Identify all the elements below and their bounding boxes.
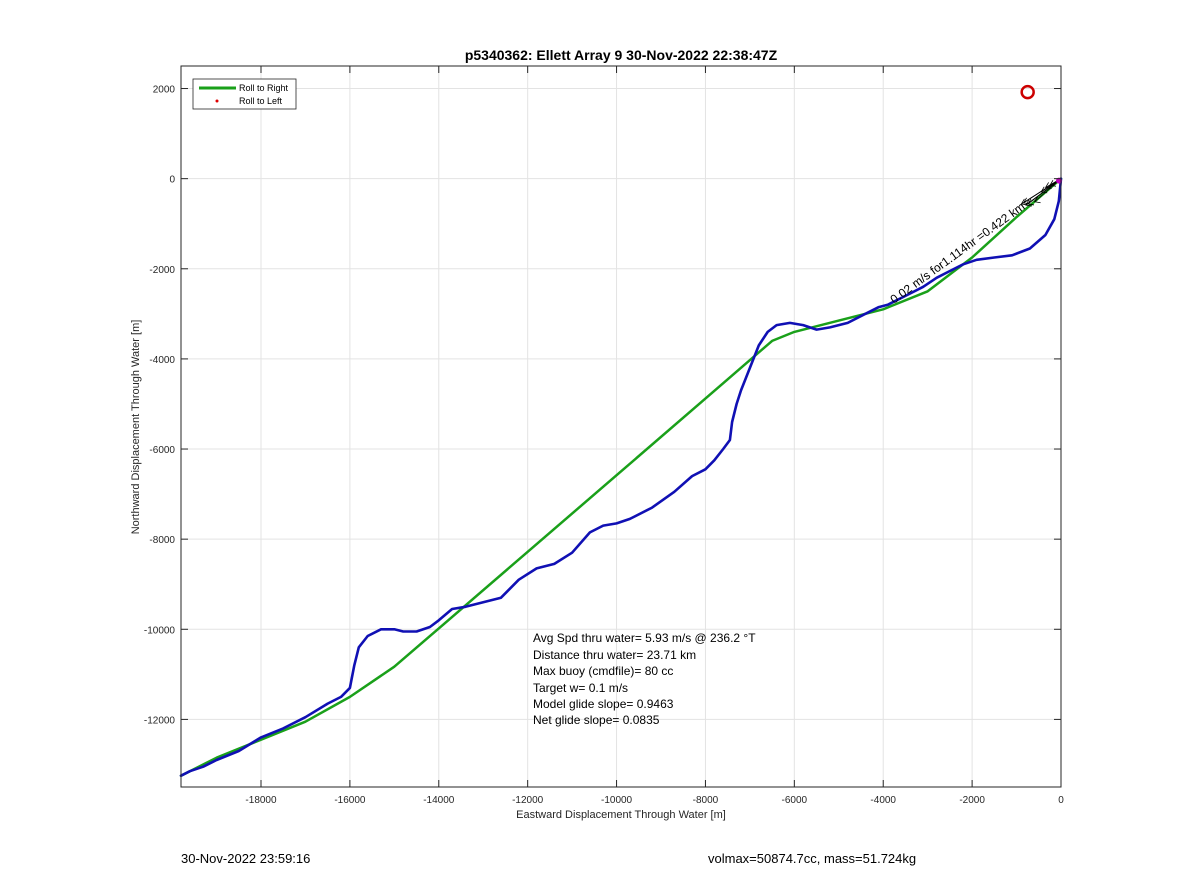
current-arrows <box>1020 177 1062 207</box>
y-tick-label: -12000 <box>144 715 176 726</box>
x-tick-label: -12000 <box>512 795 544 806</box>
current-arrow <box>1034 178 1062 203</box>
current-arrow-head <box>1040 186 1048 194</box>
annotation-max-buoy: Max buoy (cmdfile)= 80 cc <box>533 664 673 678</box>
x-tick-label: -16000 <box>334 795 366 806</box>
x-axis-label: Eastward Displacement Through Water [m] <box>516 809 726 821</box>
chart-title: p5340362: Ellett Array 9 30-Nov-2022 22:… <box>465 47 778 63</box>
current-arrow-head <box>1020 198 1028 206</box>
y-axis-label: Northward Displacement Through Water [m] <box>130 320 142 535</box>
y-tick-label: -8000 <box>149 535 175 546</box>
target-circle-marker <box>1020 84 1035 100</box>
axes-box <box>180 65 1062 788</box>
legend-label-roll-left: Roll to Left <box>239 96 283 106</box>
current-arrow-head <box>1033 196 1041 204</box>
series-roll-to-right-line <box>179 177 1063 777</box>
stats-annotation: Avg Spd thru water= 5.93 m/s @ 236.2 °T … <box>533 631 756 727</box>
y-tick-label: -2000 <box>149 265 175 276</box>
x-tick-label: -18000 <box>245 795 277 806</box>
axis-ticks: -18000 -16000 -14000 -12000 -10000 -8000 -6000… <box>144 66 1064 806</box>
marker-layer <box>1020 84 1035 100</box>
y-tick-label: -10000 <box>144 625 176 636</box>
plot-area <box>181 66 1061 787</box>
footer-timestamp: 30-Nov-2022 23:59:16 <box>181 851 311 866</box>
y-tick-label: -4000 <box>149 355 175 366</box>
x-tick-label: -6000 <box>782 795 808 806</box>
legend-box <box>192 78 297 110</box>
legend: Roll to Right Roll to Left <box>192 78 297 110</box>
x-tick-label: -10000 <box>601 795 633 806</box>
footer-volmax-mass: volmax=50874.7cc, mass=51.724kg <box>708 851 917 866</box>
legend-label-roll-right: Roll to Right <box>239 83 289 93</box>
annotation-net-glide: Net glide slope= 0.0835 <box>533 713 660 727</box>
x-tick-label: -8000 <box>693 795 719 806</box>
x-tick-label: -14000 <box>423 795 455 806</box>
grid <box>181 66 1062 787</box>
current-arrow-head <box>1044 182 1052 189</box>
current-arrow-head <box>1027 198 1035 206</box>
x-tick-label: -4000 <box>870 795 896 806</box>
y-tick-label: -6000 <box>149 445 175 456</box>
y-tick-label: 2000 <box>153 85 176 96</box>
annotation-distance: Distance thru water= 23.71 km <box>533 648 696 662</box>
annotation-target-w: Target w= 0.1 m/s <box>533 681 628 695</box>
annotation-model-glide: Model glide slope= 0.9463 <box>533 697 674 711</box>
legend-dot-roll-left <box>215 99 219 103</box>
series-layer <box>179 177 1063 778</box>
y-tick-label: 0 <box>169 175 175 186</box>
series-track-line <box>179 177 1063 778</box>
x-tick-label: 0 <box>1058 795 1064 806</box>
current-arrow <box>1027 178 1062 205</box>
annotation-avg-speed: Avg Spd thru water= 5.93 m/s @ 236.2 °T <box>533 631 756 645</box>
x-tick-label: -2000 <box>959 795 985 806</box>
current-arrow-head <box>1049 180 1057 187</box>
